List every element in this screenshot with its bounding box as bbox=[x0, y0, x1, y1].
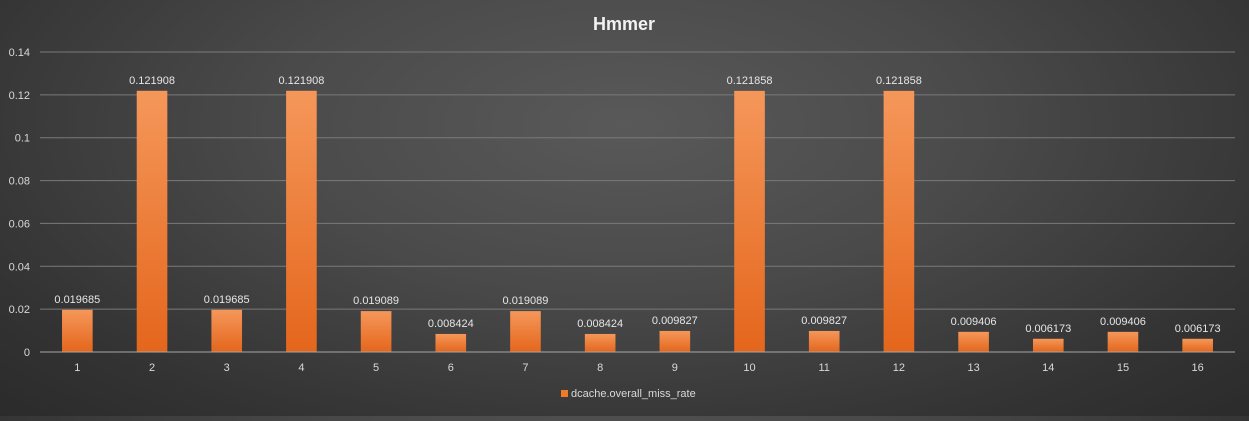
data-label: 0.009406 bbox=[951, 316, 997, 328]
bar bbox=[1107, 331, 1139, 352]
data-label: 0.121858 bbox=[727, 75, 773, 87]
bar bbox=[883, 90, 915, 352]
x-tick-label: 6 bbox=[448, 362, 454, 374]
data-label: 0.121858 bbox=[876, 75, 922, 87]
bar bbox=[286, 90, 317, 353]
data-label: 0.006173 bbox=[1175, 323, 1221, 335]
chart-title: Hmmer bbox=[593, 14, 655, 34]
x-tick-label: 15 bbox=[1117, 362, 1129, 374]
y-tick-label: 0.04 bbox=[9, 261, 30, 273]
bars bbox=[62, 90, 1213, 353]
data-label: 0.009406 bbox=[1100, 316, 1146, 328]
x-tick-label: 9 bbox=[672, 362, 678, 374]
x-tick-label: 1 bbox=[74, 362, 80, 374]
data-label: 0.019685 bbox=[54, 294, 100, 306]
bar bbox=[734, 90, 765, 352]
x-tick-label: 11 bbox=[819, 362, 830, 374]
bar bbox=[62, 309, 93, 352]
bar bbox=[584, 333, 616, 352]
y-tick-label: 0.14 bbox=[9, 47, 30, 59]
bar bbox=[659, 330, 691, 352]
data-label: 0.121908 bbox=[278, 75, 324, 87]
y-tick-label: 0.06 bbox=[9, 218, 30, 230]
y-tick-label: 0.12 bbox=[9, 90, 30, 102]
bar bbox=[958, 331, 989, 352]
bar bbox=[136, 90, 168, 353]
y-tick-label: 0.08 bbox=[9, 176, 30, 188]
x-tick-label: 8 bbox=[597, 362, 603, 374]
data-label: 0.019089 bbox=[503, 295, 549, 307]
bar bbox=[510, 311, 541, 352]
x-tick-label: 2 bbox=[149, 362, 155, 374]
data-label: 0.008424 bbox=[577, 318, 623, 330]
data-label: 0.121908 bbox=[129, 75, 175, 87]
x-axis-ticks: 1 2 3 4 5 6 7 8 9 10 11 12 13 14 15 16 bbox=[74, 362, 1204, 374]
x-tick-label: 13 bbox=[967, 362, 979, 374]
bar bbox=[211, 309, 243, 352]
data-label: 0.019685 bbox=[204, 294, 250, 306]
y-tick-label: 0.02 bbox=[9, 304, 30, 316]
data-label: 0.009827 bbox=[652, 315, 698, 327]
x-tick-label: 16 bbox=[1192, 362, 1204, 374]
x-tick-label: 5 bbox=[373, 362, 379, 374]
legend-swatch bbox=[561, 390, 568, 397]
legend: dcache.overall_miss_rate bbox=[561, 388, 696, 400]
x-tick-label: 3 bbox=[224, 362, 230, 374]
y-tick-label: 0.1 bbox=[15, 133, 30, 145]
data-label: 0.009827 bbox=[801, 315, 847, 327]
bar bbox=[1032, 338, 1064, 352]
data-label: 0.019089 bbox=[353, 295, 399, 307]
y-axis-ticks: 0 0.02 0.04 0.06 0.08 0.1 0.12 0.14 bbox=[9, 47, 30, 359]
y-tick-label: 0 bbox=[24, 347, 30, 359]
x-tick-label: 10 bbox=[743, 362, 755, 374]
x-tick-label: 4 bbox=[298, 362, 304, 374]
legend-label: dcache.overall_miss_rate bbox=[571, 388, 696, 400]
x-tick-label: 14 bbox=[1042, 362, 1054, 374]
bar bbox=[1182, 338, 1213, 352]
data-labels: 0.019685 0.121908 0.019685 0.121908 0.019089… bbox=[54, 75, 1220, 335]
data-label: 0.008424 bbox=[428, 318, 474, 330]
bar bbox=[360, 311, 392, 352]
data-label: 0.006173 bbox=[1025, 323, 1071, 335]
x-tick-label: 7 bbox=[522, 362, 528, 374]
bar bbox=[808, 330, 840, 352]
bar bbox=[435, 333, 467, 352]
x-tick-label: 12 bbox=[893, 362, 905, 374]
gridlines bbox=[40, 51, 1235, 310]
